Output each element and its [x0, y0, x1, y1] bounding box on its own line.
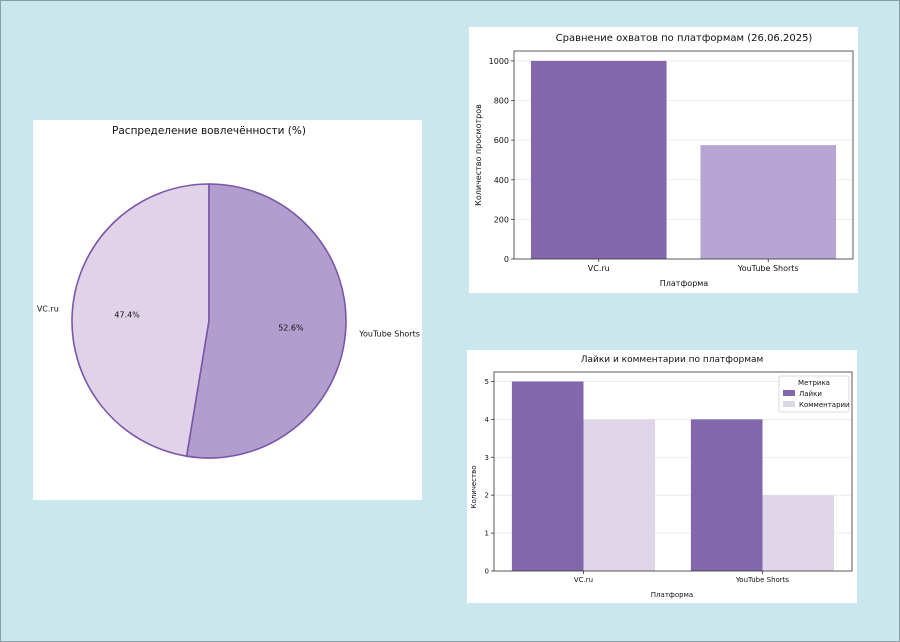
- y-tick-label: 600: [494, 136, 509, 145]
- bar-vc-ru: [530, 60, 667, 260]
- pie-slice-youtube-shorts: [185, 183, 347, 459]
- y-tick-label: 800: [494, 97, 509, 106]
- legend-swatch: [783, 401, 795, 407]
- y-tick-label: 1000: [489, 57, 509, 66]
- legend-box: [778, 375, 850, 413]
- pie-pct-label: 52.6%: [278, 324, 304, 333]
- bar-likes: [690, 419, 763, 571]
- y-tick-label: 0: [504, 255, 509, 264]
- y-tick-label: 5: [485, 378, 489, 386]
- reach-chart-xlabel: Платформа: [660, 279, 709, 288]
- x-tick-label: YouTube Shorts: [735, 576, 789, 584]
- pie-category-label: VC.ru: [37, 305, 59, 314]
- bar-comments: [583, 419, 656, 571]
- x-tick-label: VC.ru: [588, 264, 610, 273]
- bar-youtube-shorts: [700, 145, 837, 259]
- y-tick-label: 3: [485, 454, 489, 462]
- engagement-chart-ylabel: Количество: [470, 465, 478, 508]
- reach-bar-chart: Сравнение охватов по платформам (26.06.2…: [474, 33, 854, 288]
- y-tick-label: 4: [485, 416, 490, 424]
- legend-label: Комментарии: [799, 401, 850, 409]
- y-tick-label: 400: [494, 176, 509, 185]
- legend-swatch: [783, 390, 795, 396]
- engagement-chart-title: Лайки и комментарии по платформам: [581, 355, 764, 365]
- legend: Метрика Лайки Комментарии: [778, 375, 850, 413]
- y-tick-label: 200: [494, 215, 509, 224]
- reach-bar-chart-panel: Сравнение охватов по платформам (26.06.2…: [469, 27, 858, 293]
- y-tick-label: 2: [485, 492, 489, 500]
- legend-label: Лайки: [799, 390, 822, 398]
- bar-comments: [762, 495, 835, 571]
- pie-chart-panel: Распределение вовлечённости (%) 47.4% VC.…: [33, 120, 422, 500]
- plot-frame: [493, 371, 853, 572]
- y-tick-label: 1: [485, 530, 489, 538]
- reach-chart-title: Сравнение охватов по платформам (26.06.2…: [556, 33, 813, 44]
- bar-likes: [511, 381, 584, 571]
- engagement-bar-chart-panel: Лайки и комментарии по платформам 0 1 2 3 4 5…: [467, 350, 857, 603]
- plot-frame: [513, 50, 854, 260]
- engagement-chart-xlabel: Платформа: [651, 591, 693, 599]
- reach-chart-ylabel: Количество просмотров: [474, 104, 483, 206]
- pie-category-label: YouTube Shorts: [358, 329, 420, 338]
- engagement-bar-chart: Лайки и комментарии по платформам 0 1 2 3 4 5…: [470, 355, 853, 599]
- legend-title: Метрика: [798, 379, 830, 387]
- pie-chart: Распределение вовлечённости (%) 47.4% VC.…: [37, 125, 420, 459]
- pie-slice-vc-ru: [71, 183, 210, 458]
- pie-chart-title: Распределение вовлечённости (%): [112, 125, 306, 137]
- x-tick-label: YouTube Shorts: [737, 264, 799, 273]
- pie-pct-label: 47.4%: [114, 310, 140, 319]
- x-tick-label: VC.ru: [574, 576, 593, 584]
- y-tick-label: 0: [485, 568, 489, 576]
